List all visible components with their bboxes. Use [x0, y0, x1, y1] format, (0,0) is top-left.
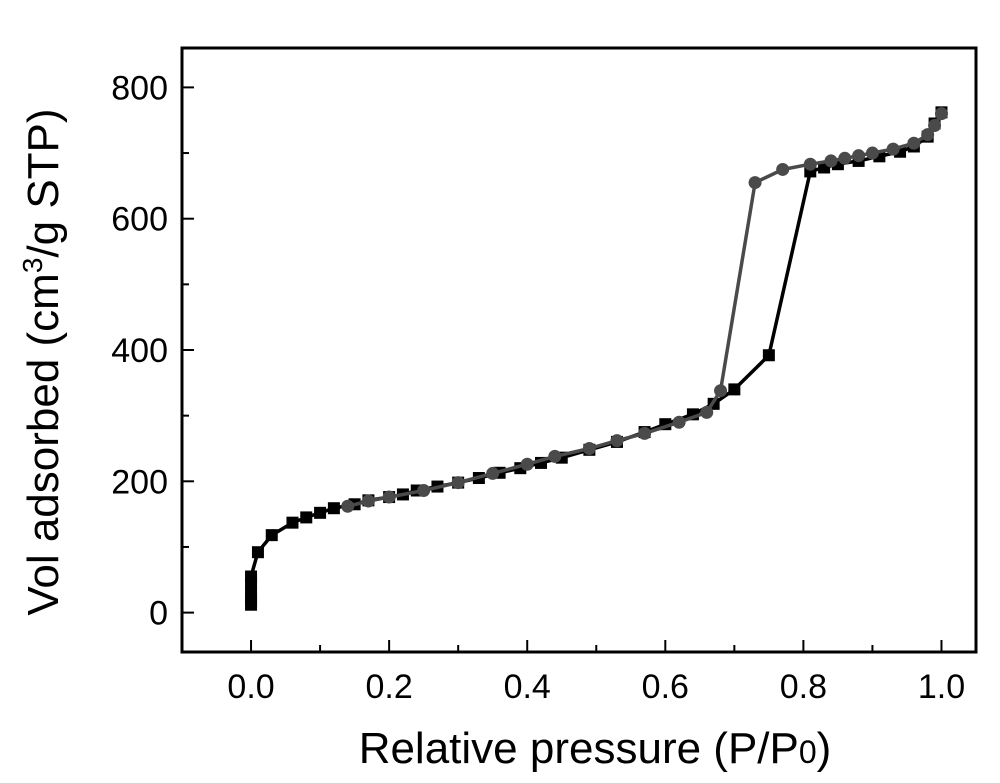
- data-point-square: [300, 511, 312, 523]
- data-point-circle: [825, 154, 838, 167]
- x-tick-label: 1.0: [918, 668, 965, 706]
- data-point-circle: [907, 137, 920, 150]
- data-point-circle: [776, 163, 789, 176]
- data-point-square: [314, 507, 326, 519]
- x-axis: 0.0 0.2 0.4 0.6 0.8 1.0: [227, 640, 965, 706]
- data-point-circle: [852, 149, 865, 162]
- data-point-circle: [749, 176, 762, 189]
- data-point-circle: [673, 416, 686, 429]
- data-point-circle: [341, 500, 354, 513]
- data-point-circle: [362, 495, 375, 508]
- y-tick-label: 800: [111, 69, 168, 107]
- data-point-square: [328, 502, 340, 514]
- data-point-circle: [486, 467, 499, 480]
- data-point-circle: [866, 147, 879, 160]
- data-point-square: [252, 546, 264, 558]
- data-point-circle: [548, 450, 561, 463]
- data-point-circle: [700, 406, 713, 419]
- series-line: [251, 112, 942, 604]
- data-point-square: [266, 529, 278, 541]
- data-point-circle: [452, 476, 465, 489]
- data-point-circle: [838, 152, 851, 165]
- x-tick-label: 0.6: [642, 668, 689, 706]
- plot-frame: [182, 48, 976, 652]
- x-tick-label: 0.4: [504, 668, 551, 706]
- data-point-circle: [804, 158, 817, 171]
- data-point-circle: [383, 491, 396, 504]
- data-point-square: [763, 349, 775, 361]
- x-tick-label: 0.0: [227, 668, 274, 706]
- y-tick-label: 400: [111, 332, 168, 370]
- y-axis-title: Vol adsorbed (cm3/g STP): [17, 108, 68, 615]
- y-tick-label: 0: [149, 595, 168, 633]
- x-title-subscript: 0: [799, 734, 817, 770]
- data-point-circle: [417, 484, 430, 497]
- data-point-circle: [921, 128, 934, 141]
- data-point-circle: [583, 442, 596, 455]
- data-point-circle: [610, 434, 623, 447]
- data-point-circle: [714, 384, 727, 397]
- series-line: [348, 114, 942, 507]
- series-circle: [341, 107, 948, 513]
- data-point-circle: [935, 107, 948, 120]
- data-point-square: [728, 383, 740, 395]
- data-point-circle: [521, 458, 534, 471]
- x-tick-label: 0.2: [365, 668, 412, 706]
- x-axis-title: Relative pressure (P/P0): [359, 724, 832, 773]
- series-layer: [245, 106, 948, 610]
- data-point-square: [245, 571, 257, 583]
- y-tick-label: 600: [111, 201, 168, 239]
- data-point-square: [286, 517, 298, 529]
- y-title-superscript: 3: [17, 258, 48, 274]
- y-tick-label: 200: [111, 463, 168, 501]
- data-point-circle: [638, 427, 651, 440]
- series-square: [245, 106, 947, 610]
- y-title-rest: /g STP): [19, 108, 68, 257]
- data-point-circle: [887, 143, 900, 156]
- x-tick-label: 0.8: [780, 668, 827, 706]
